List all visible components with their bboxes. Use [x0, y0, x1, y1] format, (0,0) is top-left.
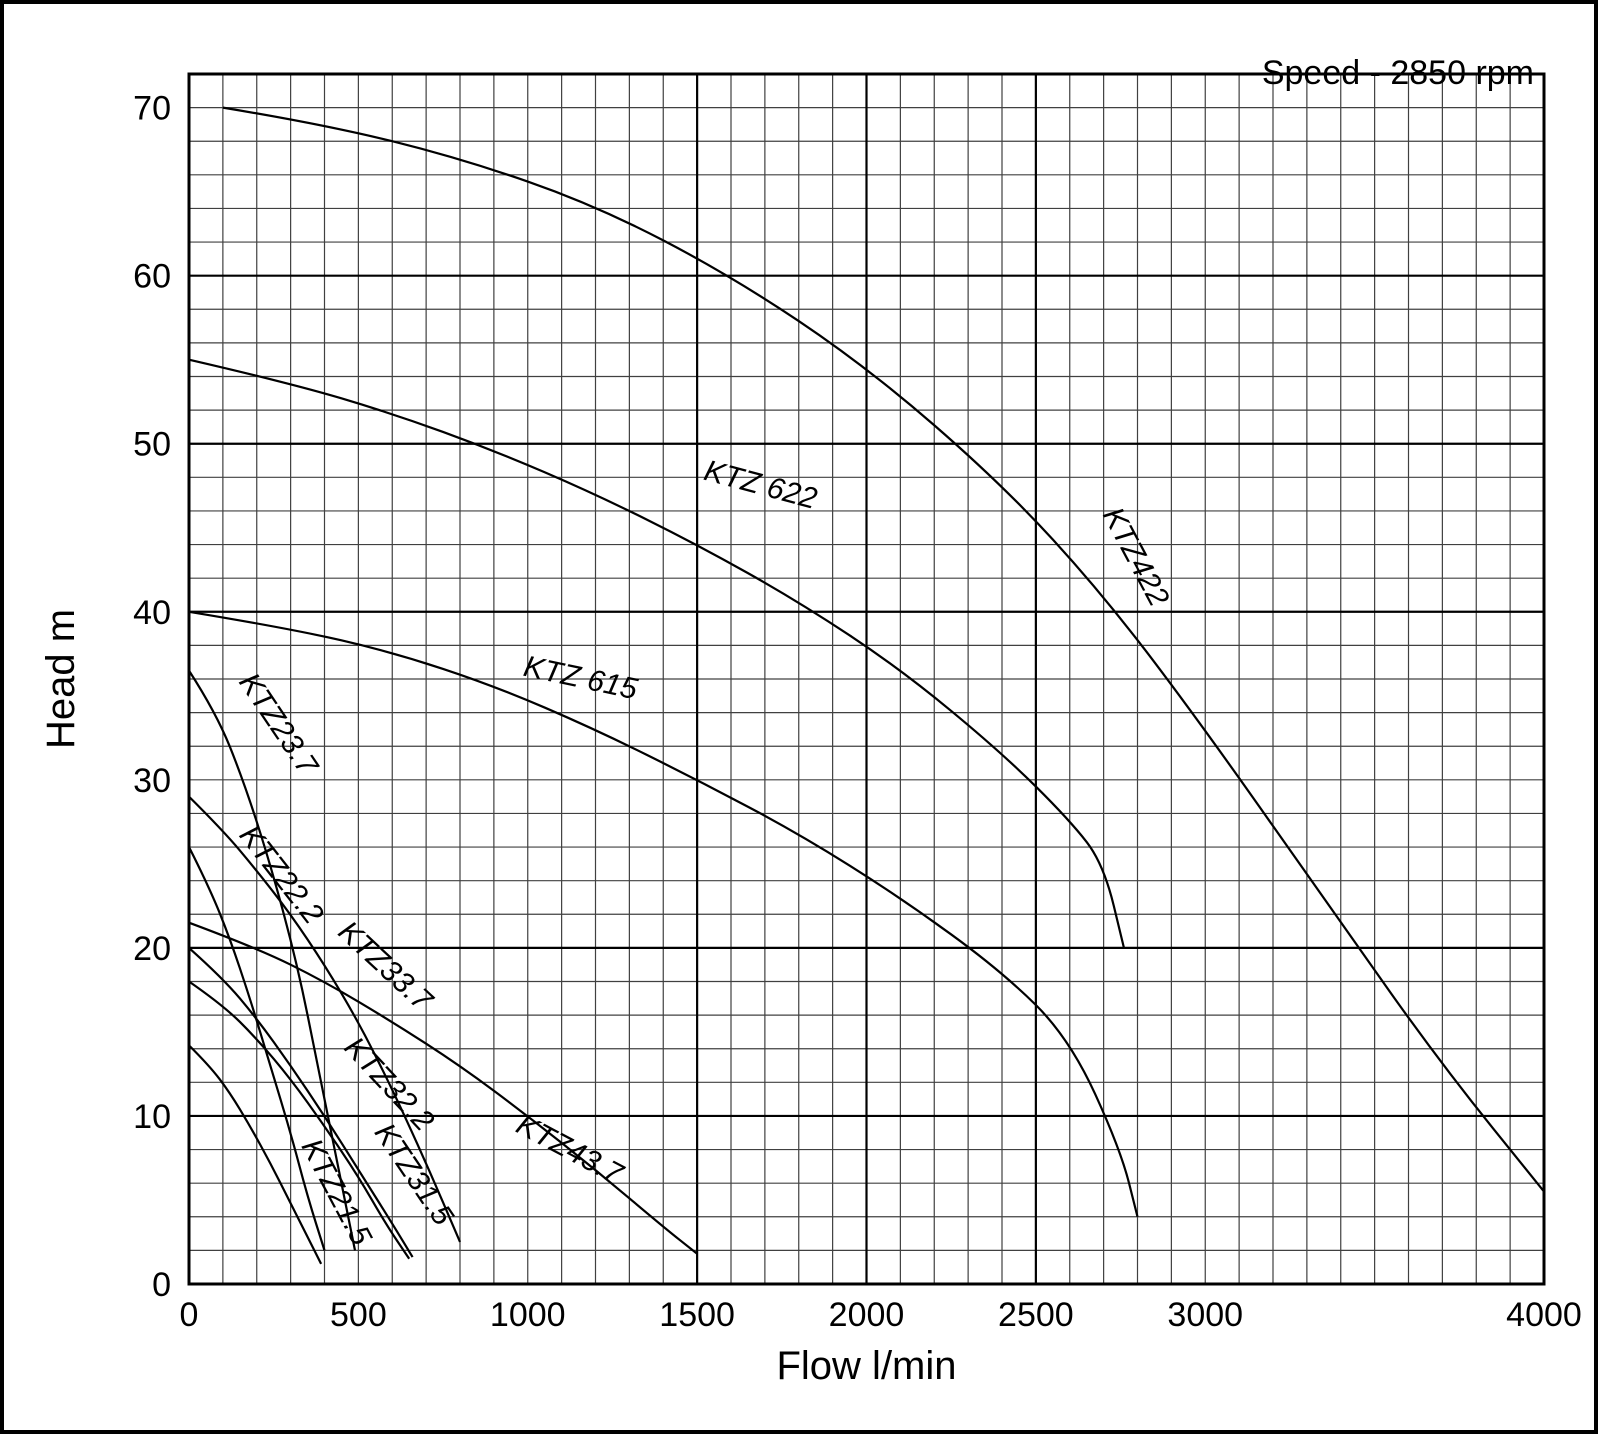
x-tick-label: 3000: [1167, 1296, 1243, 1334]
y-axis-label: Head m: [39, 609, 83, 749]
y-tick-label: 40: [133, 594, 171, 632]
x-tick-label: 500: [330, 1296, 387, 1334]
y-tick-label: 0: [152, 1266, 171, 1304]
chart-frame: KTZ422KTZ 622KTZ 615KTZ23.7KTZ33.7KTZ22.…: [0, 0, 1598, 1434]
y-tick-label: 50: [133, 426, 171, 464]
y-tick-label: 70: [133, 90, 171, 128]
y-tick-label: 60: [133, 258, 171, 296]
series-label-ktz615: KTZ 615: [521, 650, 641, 706]
y-tick-label: 30: [133, 762, 171, 800]
x-tick-label: 2500: [998, 1296, 1074, 1334]
curve-ktz422: [223, 108, 1544, 1192]
chart-subtitle: Speed - 2850 rpm: [1262, 54, 1534, 92]
x-tick-label: 4000: [1506, 1296, 1582, 1334]
series-label-ktz422: KTZ422: [1096, 502, 1175, 612]
y-tick-label: 10: [133, 1098, 171, 1136]
x-tick-label: 0: [180, 1296, 199, 1334]
x-tick-label: 2000: [829, 1296, 905, 1334]
x-tick-label: 1000: [490, 1296, 566, 1334]
y-tick-label: 20: [133, 930, 171, 968]
series-label-ktz23.7: KTZ23.7: [232, 667, 324, 782]
x-tick-label: 1500: [659, 1296, 735, 1334]
curve-ktz622: [189, 360, 1124, 948]
pump-curve-chart: KTZ422KTZ 622KTZ 615KTZ23.7KTZ33.7KTZ22.…: [4, 4, 1594, 1430]
x-axis-label: Flow l/min: [776, 1344, 956, 1388]
series-label-ktz622: KTZ 622: [701, 454, 821, 516]
